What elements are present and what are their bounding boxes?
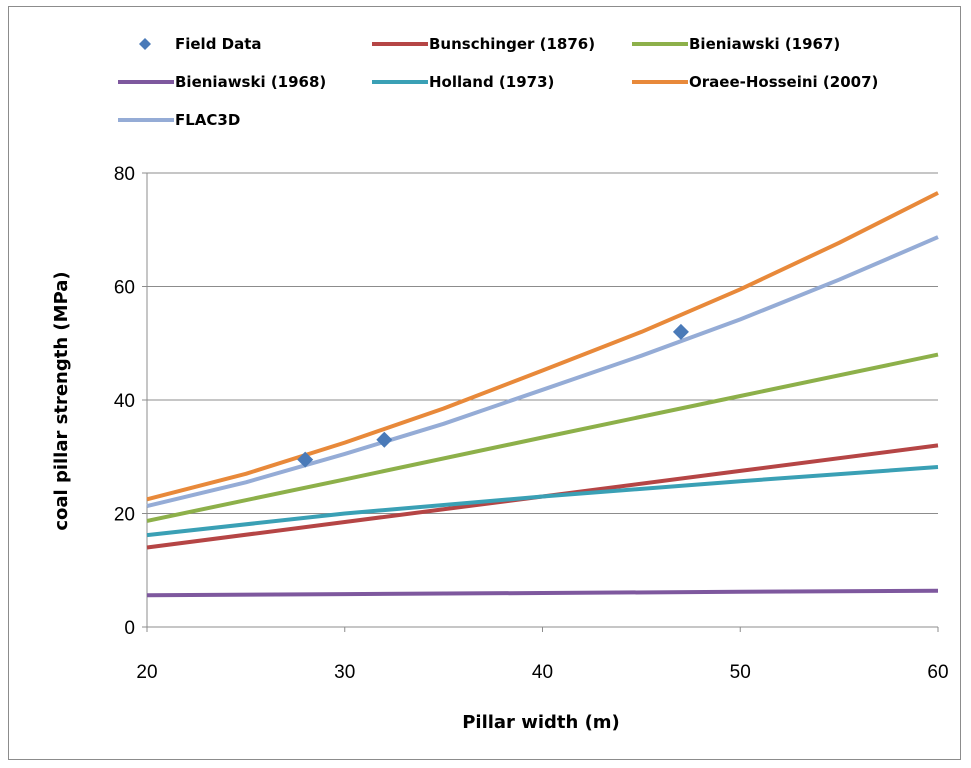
legend-label-field-data: Field Data [175, 35, 262, 53]
x-tick-label: 20 [136, 662, 157, 683]
series-line-holland-1973- [146, 465, 939, 538]
legend-label-bieniawski-1968-: Bieniawski (1968) [175, 73, 326, 91]
y-tick-label: 80 [114, 164, 135, 185]
field-data-point [297, 451, 314, 468]
x-tick-label: 40 [532, 662, 553, 683]
y-tick-label: 40 [114, 391, 135, 412]
field-data-point [672, 323, 689, 340]
series-line-oraee-hosseini-2007- [146, 191, 939, 502]
legend-label-holland-1973-: Holland (1973) [429, 73, 554, 91]
y-tick-label: 20 [114, 505, 135, 526]
x-axis-title: Pillar width (m) [462, 712, 620, 733]
field-data-point [376, 431, 393, 448]
legend-label-oraee-hosseini-2007-: Oraee-Hosseini (2007) [689, 73, 878, 91]
series-line-flac3d [146, 235, 939, 509]
x-tick-label: 50 [730, 662, 751, 683]
legend-label-flac3d: FLAC3D [175, 111, 240, 129]
series-line-bieniawski-1968- [146, 588, 939, 598]
x-tick-label: 60 [927, 662, 948, 683]
y-axis-title: coal pillar strength (MPa) [51, 271, 72, 530]
y-tick-label: 60 [114, 278, 135, 299]
legend-label-bieniawski-1967-: Bieniawski (1967) [689, 35, 840, 53]
legend-marker-field-data [139, 38, 151, 50]
x-tick-label: 30 [334, 662, 355, 683]
series-line-bieniawski-1967- [146, 352, 939, 523]
legend-label-bunschinger-1876-: Bunschinger (1876) [429, 35, 595, 53]
y-tick-label: 0 [124, 618, 135, 639]
